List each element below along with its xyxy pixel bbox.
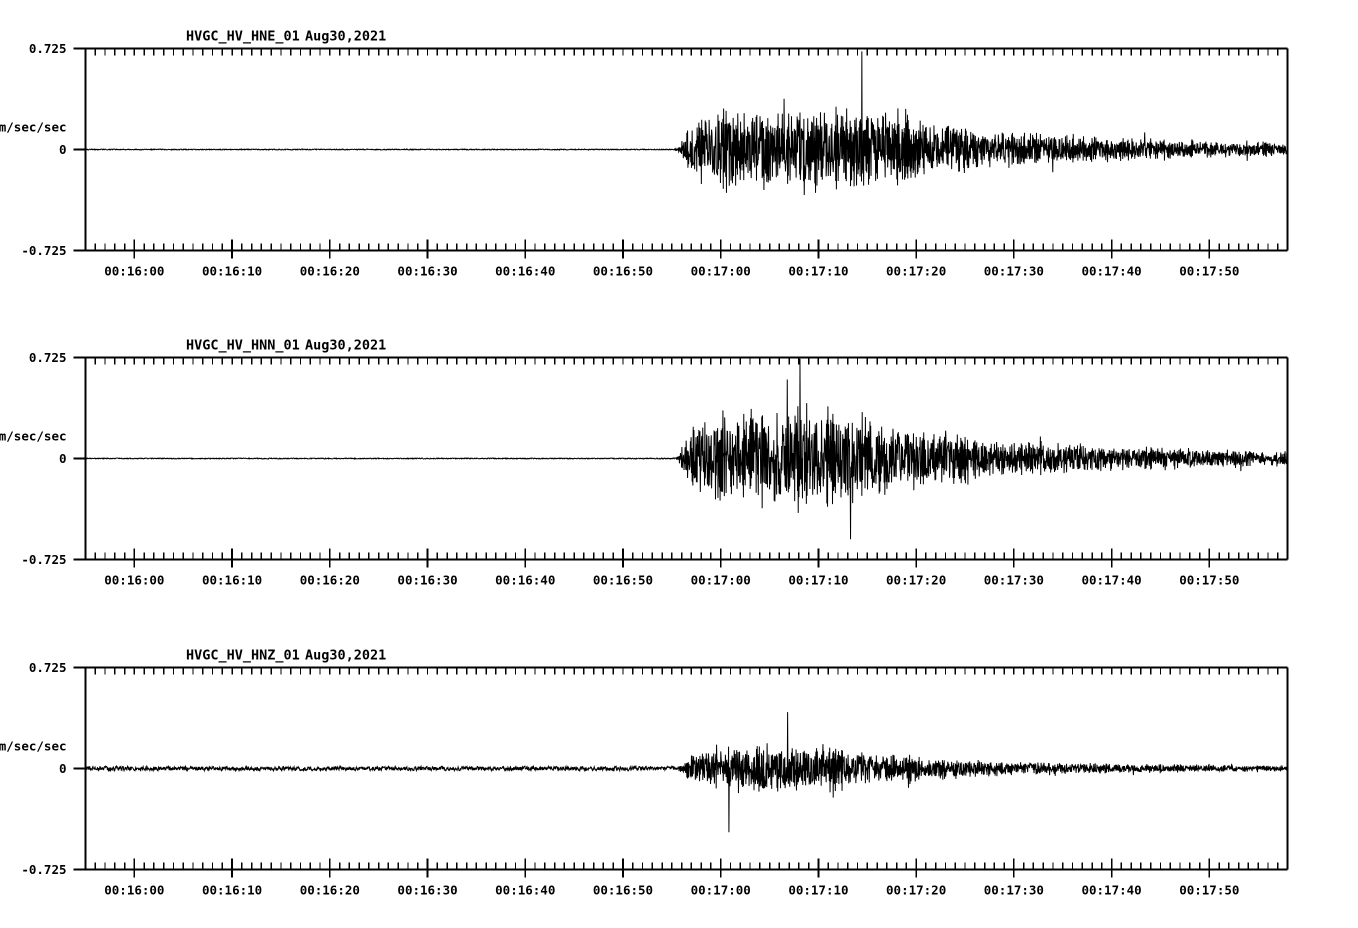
x-axis-tick-label: 00:16:20 <box>300 573 360 588</box>
x-axis-tick-label: 00:17:30 <box>984 573 1044 588</box>
x-axis-tick-label: 00:16:30 <box>397 883 457 898</box>
bottom-axis-major-ticks <box>133 239 1211 259</box>
axis-frame <box>84 47 1289 252</box>
x-axis-tick-label: 00:16:30 <box>397 264 457 279</box>
seismogram-panel-hnn: 0.725 0 -0.725 cm/sec/sec 00:16:00 00:16:10 00… <box>0 309 1358 618</box>
panel-title-date: Aug30,2021 <box>305 29 386 45</box>
x-axis-tick-label: 00:17:50 <box>1179 264 1239 279</box>
x-axis-tick-label: 00:16:20 <box>300 883 360 898</box>
x-axis-tick-label: 00:17:30 <box>984 883 1044 898</box>
x-axis-tick-label: 00:17:20 <box>886 264 946 279</box>
x-axis-tick-label: 00:16:40 <box>495 883 555 898</box>
x-axis-tick-label: 00:17:40 <box>1081 264 1141 279</box>
top-axis-minor-ticks <box>94 667 1279 675</box>
waveform-trace <box>85 358 1288 540</box>
axis-frame <box>84 356 1289 561</box>
x-axis-tick-label: 00:17:00 <box>691 883 751 898</box>
x-axis-tick-label: 00:16:00 <box>104 264 164 279</box>
y-axis-units-label: cm/sec/sec <box>0 120 67 135</box>
seismogram-panel-hne: 0.725 0 -0.725 cm/sec/sec 00:16:00 00:16:10 00… <box>0 0 1358 309</box>
x-axis-tick-label: 00:17:40 <box>1081 573 1141 588</box>
x-axis-tick-label: 00:17:10 <box>788 573 848 588</box>
bottom-axis-major-ticks <box>133 858 1211 878</box>
x-axis-tick-label: 00:16:30 <box>397 573 457 588</box>
x-axis-tick-label: 00:16:50 <box>593 883 653 898</box>
x-axis-tick-label: 00:16:00 <box>104 883 164 898</box>
axis-frame <box>84 666 1289 871</box>
panel-title-date: Aug30,2021 <box>305 648 386 664</box>
y-axis-ticks <box>73 356 86 561</box>
x-axis-tick-label: 00:17:40 <box>1081 883 1141 898</box>
bottom-axis-minor-ticks <box>94 862 1279 870</box>
y-axis-label-max: 0.725 <box>29 41 67 56</box>
x-axis-tick-label: 00:16:50 <box>593 264 653 279</box>
x-axis-tick-label: 00:16:50 <box>593 573 653 588</box>
x-axis-tick-label: 00:16:00 <box>104 573 164 588</box>
x-axis-tick-label: 00:17:20 <box>886 883 946 898</box>
x-axis-tick-label: 00:17:00 <box>691 264 751 279</box>
panel-canvas: 0.725 0 -0.725 cm/sec/sec 00:16:00 00:16:10 00… <box>0 29 1289 279</box>
y-axis-ticks <box>73 666 86 871</box>
x-axis-tick-label: 00:17:10 <box>788 883 848 898</box>
y-axis-ticks <box>73 47 86 252</box>
x-axis-tick-label: 00:16:40 <box>495 264 555 279</box>
waveform-trace <box>85 51 1288 195</box>
panel-canvas: 0.725 0 -0.725 cm/sec/sec 00:16:00 00:16:10 00… <box>0 338 1289 588</box>
x-axis-tick-label: 00:17:50 <box>1179 883 1239 898</box>
x-axis-tick-label: 00:16:10 <box>202 883 262 898</box>
x-axis-tick-label: 00:17:10 <box>788 264 848 279</box>
y-axis-label-zero: 0 <box>59 761 67 776</box>
panel-title-channel: HVGC_HV_HNN_01 <box>186 338 300 354</box>
y-axis-label-min: -0.725 <box>21 862 66 877</box>
waveform-trace <box>85 712 1288 833</box>
y-axis-label-min: -0.725 <box>21 552 66 567</box>
y-axis-units-label: cm/sec/sec <box>0 739 67 754</box>
top-axis-minor-ticks <box>94 357 1279 365</box>
x-axis-tick-label: 00:17:30 <box>984 264 1044 279</box>
x-axis-tick-label: 00:16:10 <box>202 573 262 588</box>
panel-title-channel: HVGC_HV_HNE_01 <box>186 29 300 45</box>
seismogram-panel-hnz: 0.725 0 -0.725 cm/sec/sec 00:16:00 00:16:10 00… <box>0 619 1358 928</box>
bottom-axis-minor-ticks <box>94 243 1279 251</box>
y-axis-label-zero: 0 <box>59 142 67 157</box>
x-axis-tick-label: 00:16:10 <box>202 264 262 279</box>
y-axis-label-min: -0.725 <box>21 243 66 258</box>
y-axis-label-zero: 0 <box>59 451 67 466</box>
x-axis-tick-label: 00:16:20 <box>300 264 360 279</box>
panel-title-channel: HVGC_HV_HNZ_01 <box>186 648 300 664</box>
bottom-axis-minor-ticks <box>94 552 1279 560</box>
top-axis-minor-ticks <box>94 48 1279 56</box>
x-axis-tick-label: 00:17:00 <box>691 573 751 588</box>
bottom-axis-major-ticks <box>133 548 1211 568</box>
panel-canvas: 0.725 0 -0.725 cm/sec/sec 00:16:00 00:16:10 00… <box>0 648 1289 898</box>
x-axis-tick-label: 00:17:20 <box>886 573 946 588</box>
x-axis-tick-label: 00:16:40 <box>495 573 555 588</box>
x-axis-tick-label: 00:17:50 <box>1179 573 1239 588</box>
y-axis-label-max: 0.725 <box>29 350 67 365</box>
y-axis-label-max: 0.725 <box>29 660 67 675</box>
y-axis-units-label: cm/sec/sec <box>0 429 67 444</box>
panel-title-date: Aug30,2021 <box>305 338 386 354</box>
